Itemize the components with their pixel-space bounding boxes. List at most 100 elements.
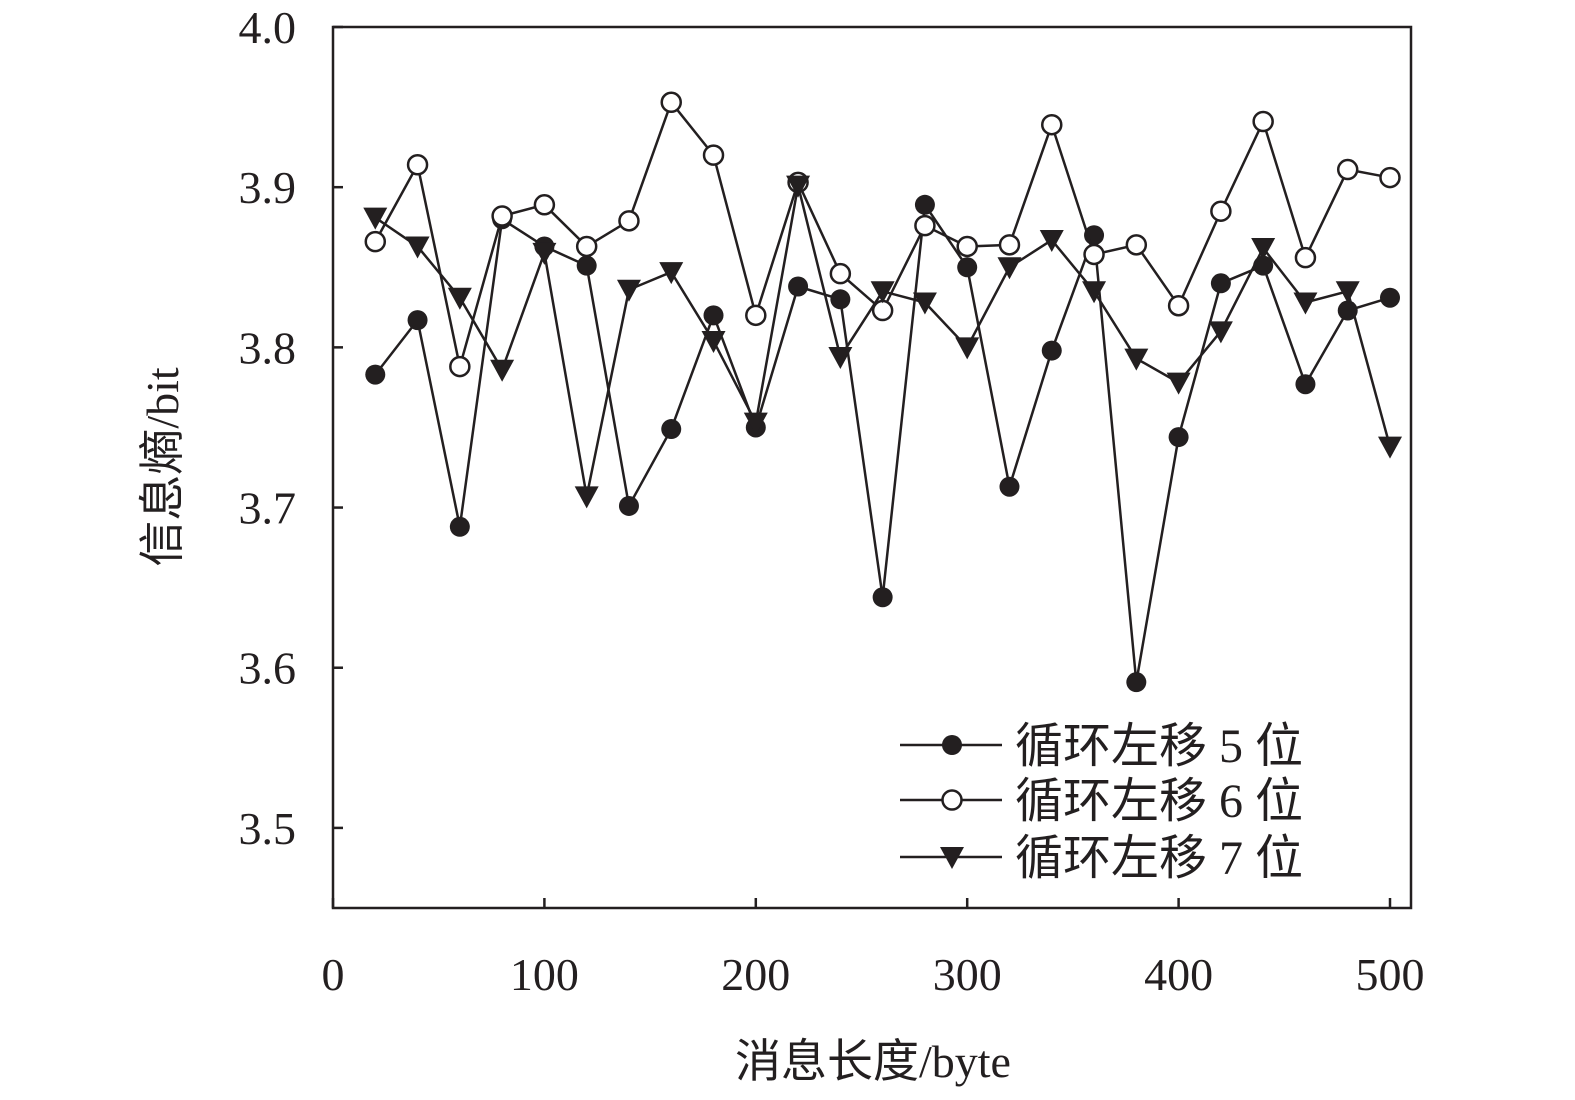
data-point-open-circle <box>1167 294 1190 317</box>
data-point-open-circle <box>1041 113 1063 136</box>
data-point-open-circle <box>449 355 471 378</box>
series-line <box>374 185 1392 497</box>
x-tick-label: 200 <box>721 949 790 1000</box>
y-tick-label: 3.5 <box>239 803 297 854</box>
data-point-triangle <box>490 359 515 382</box>
data-point-open-circle <box>1083 243 1105 266</box>
axes: 0 100 200 300 400 500 3.5 3.6 3.7 3.8 3.9 4.0 <box>239 2 1425 1000</box>
data-point-filled-circle <box>872 587 893 608</box>
data-point-filled-circle <box>999 476 1020 497</box>
data-point-filled-circle <box>365 364 386 385</box>
data-point-triangle <box>701 330 726 353</box>
data-point-filled-circle <box>618 495 639 516</box>
legend-label: 循环左移 6 位 <box>1015 775 1303 828</box>
data-point-triangle <box>447 287 472 310</box>
data-point-triangle <box>997 257 1022 280</box>
data-point-triangle <box>1039 230 1064 253</box>
data-point-filled-circle <box>957 257 978 278</box>
data-point-triangle <box>532 242 557 265</box>
data-point-triangle <box>743 412 768 435</box>
data-point-triangle <box>828 346 853 369</box>
data-point-triangle <box>955 337 980 360</box>
data-point-open-circle <box>998 234 1021 256</box>
y-tick-label: 3.9 <box>239 162 297 213</box>
data-point-open-circle <box>745 304 767 327</box>
data-point-filled-circle <box>661 419 682 440</box>
data-point-filled-circle <box>1380 287 1400 308</box>
x-tick-label: 100 <box>510 949 579 1000</box>
data-point-filled-circle <box>1210 273 1231 294</box>
data-point-triangle <box>1293 292 1318 315</box>
data-point-filled-circle <box>407 310 428 331</box>
y-tick-label: 3.7 <box>239 483 297 534</box>
data-point-open-circle <box>702 144 725 166</box>
data-point-triangle <box>1166 372 1191 395</box>
data-point-open-circle <box>1252 110 1274 133</box>
y-tick-label: 3.8 <box>239 322 297 373</box>
legend-entry: 循环左移 7 位 <box>900 832 1303 885</box>
y-tick-label: 3.6 <box>239 643 297 694</box>
data-point-open-circle <box>1379 166 1401 189</box>
series-2 <box>364 91 1401 378</box>
legend-entry: 循环左移 6 位 <box>900 775 1303 828</box>
data-point-triangle <box>912 292 937 315</box>
data-point-open-circle <box>491 205 513 227</box>
data-point-filled-circle <box>914 194 935 215</box>
data-point-filled-circle <box>1168 427 1189 448</box>
data-point-open-circle <box>914 214 936 237</box>
data-point-triangle <box>1124 348 1149 371</box>
data-point-triangle <box>659 262 684 285</box>
plot-frame <box>331 25 1413 910</box>
data-point-open-circle <box>956 235 978 258</box>
data-point-triangle <box>405 236 430 259</box>
data-point-filled-circle <box>1126 672 1147 693</box>
data-point-filled-circle <box>1295 374 1316 395</box>
data-point-open-circle <box>660 91 682 114</box>
data-point-triangle <box>786 175 811 198</box>
data-point-triangle <box>1378 436 1402 459</box>
legend-label: 循环左移 7 位 <box>1015 832 1303 885</box>
data-point-open-circle <box>533 194 556 216</box>
data-point-open-circle <box>364 230 387 253</box>
x-tick-label: 300 <box>933 949 1002 1000</box>
data-point-triangle <box>574 486 599 509</box>
series-line <box>374 201 1391 683</box>
data-point-triangle <box>940 847 964 869</box>
data-point-filled-circle <box>1041 340 1062 361</box>
x-tick-label: 500 <box>1356 949 1425 1000</box>
series-group <box>363 91 1402 693</box>
data-point-filled-circle <box>830 289 851 310</box>
data-point-triangle <box>1082 281 1107 304</box>
data-point-open-circle <box>1210 200 1232 222</box>
y-axis-label: 信息熵/bit <box>137 367 188 567</box>
data-point-filled-circle <box>449 516 470 537</box>
x-tick-label: 0 <box>322 949 345 1000</box>
y-tick-label: 4.0 <box>239 2 297 53</box>
data-point-filled-circle <box>576 255 597 276</box>
data-point-open-circle <box>618 210 640 232</box>
data-point-triangle <box>1208 321 1233 344</box>
series-1 <box>365 194 1400 693</box>
series-3 <box>363 175 1402 509</box>
data-point-triangle <box>616 279 641 302</box>
data-point-triangle <box>870 281 895 304</box>
data-point-open-circle <box>1125 234 1148 256</box>
legend-label: 循环左移 5 位 <box>1015 720 1303 773</box>
legend-entry: 循环左移 5 位 <box>900 720 1303 773</box>
x-tick-label: 400 <box>1144 949 1213 1000</box>
data-point-open-circle <box>1294 246 1317 269</box>
data-point-open-circle <box>941 789 963 811</box>
x-axis-label: 消息长度/byte <box>735 1036 1011 1087</box>
data-point-filled-circle <box>788 276 809 297</box>
data-point-open-circle <box>406 154 429 176</box>
data-point-filled-circle <box>1253 255 1274 276</box>
data-point-filled-circle <box>942 735 962 755</box>
data-point-triangle <box>363 207 388 230</box>
data-point-open-circle <box>575 235 598 258</box>
data-point-triangle <box>1251 238 1276 261</box>
data-point-open-circle <box>829 262 852 285</box>
data-point-open-circle <box>1336 158 1359 181</box>
data-point-filled-circle <box>703 305 724 326</box>
